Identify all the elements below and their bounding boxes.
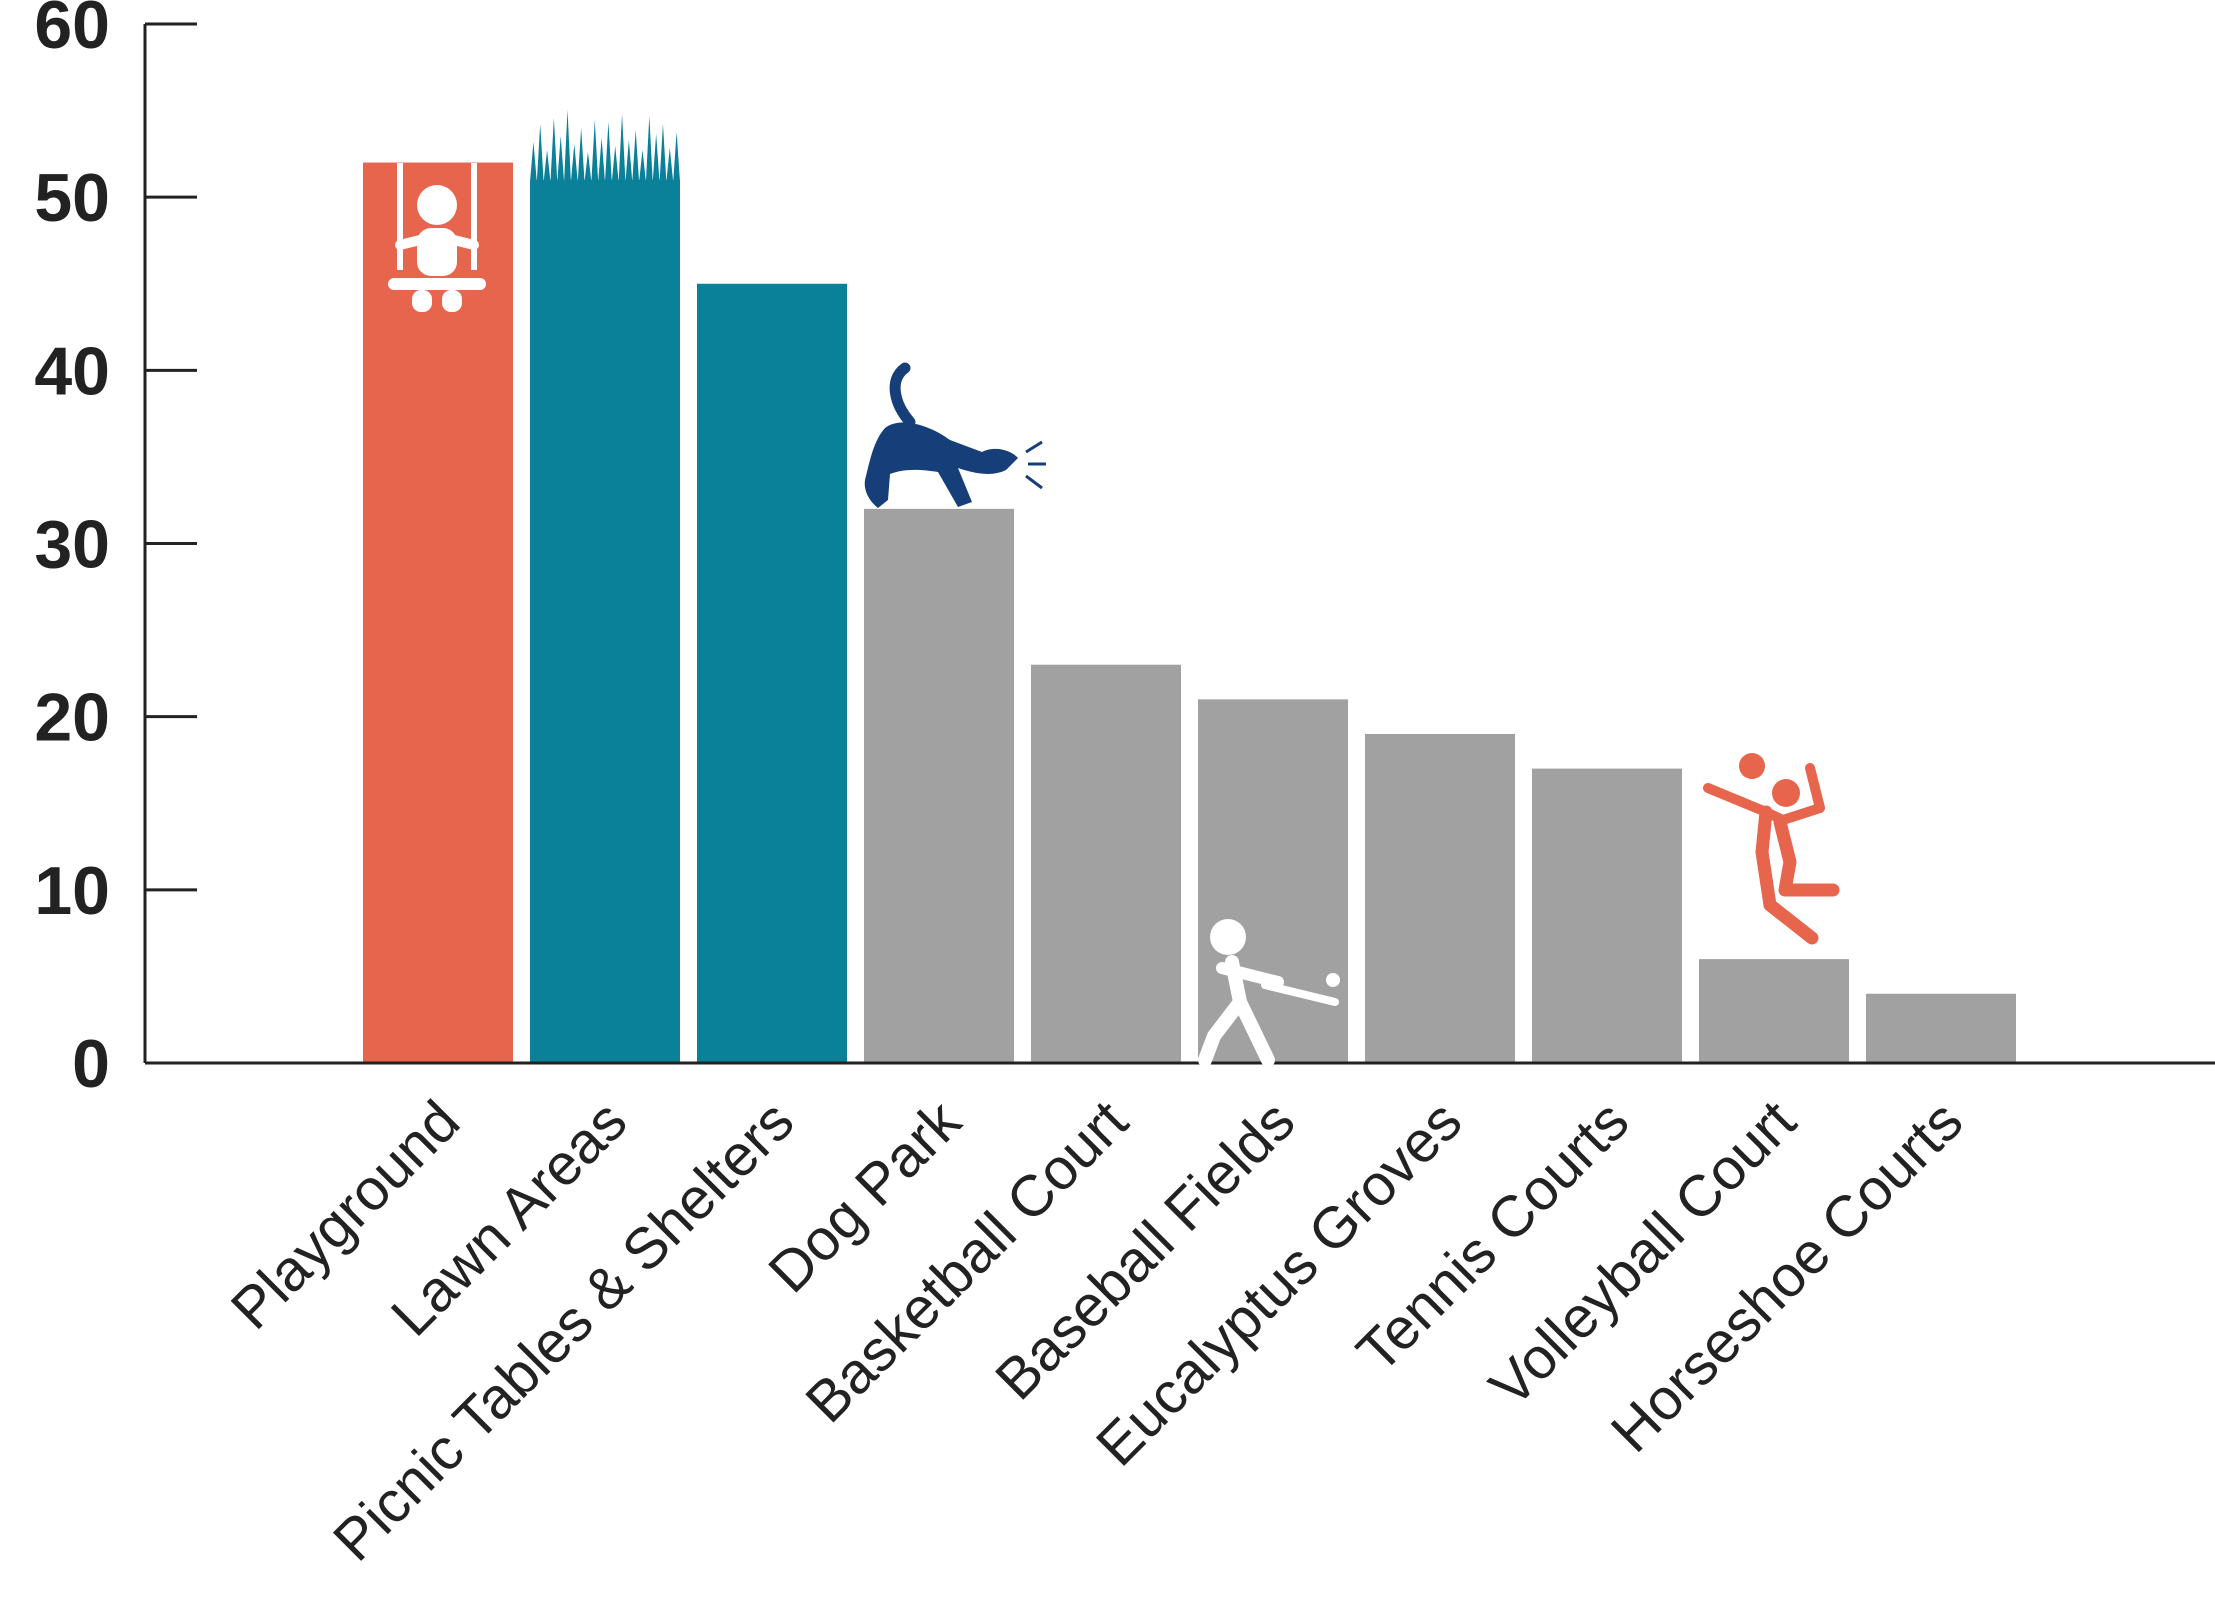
x-tick-label: Baseball Fields <box>983 1088 1307 1412</box>
batter-icon <box>1198 919 1340 1067</box>
grass-blades <box>530 109 680 182</box>
volleyball-player-icon <box>1703 753 1840 945</box>
bar-volleyball-court <box>1699 959 1849 1063</box>
bar-eucalyptus-groves <box>1365 733 1515 1063</box>
bar-dog-park <box>864 508 1014 1063</box>
bar-lawn-areas <box>530 179 680 1064</box>
y-tick-label: 10 <box>34 853 110 929</box>
y-tick-label: 40 <box>34 333 110 409</box>
dog-icon <box>864 362 1046 508</box>
bar-picnic-tables-shelters <box>697 283 847 1063</box>
swing-icon <box>388 163 486 312</box>
y-tick-label: 50 <box>34 160 110 236</box>
bar-tennis-courts <box>1532 768 1682 1063</box>
bar-horseshoe-courts <box>1866 993 2016 1063</box>
bar-baseball-fields <box>1198 699 1348 1063</box>
y-tick-label: 30 <box>34 507 110 583</box>
bar-basketball-court <box>1031 664 1181 1063</box>
bar-playground <box>363 162 513 1064</box>
y-tick-label: 0 <box>72 1026 110 1102</box>
y-ticks-group: 0 10 20 30 40 50 60 <box>34 0 197 1102</box>
grass-icon <box>530 109 680 182</box>
y-tick-label: 20 <box>34 680 110 756</box>
x-tick-label: Volleyball Court <box>1477 1088 1808 1419</box>
y-tick-label: 60 <box>34 0 110 63</box>
bars-group <box>363 162 2016 1064</box>
